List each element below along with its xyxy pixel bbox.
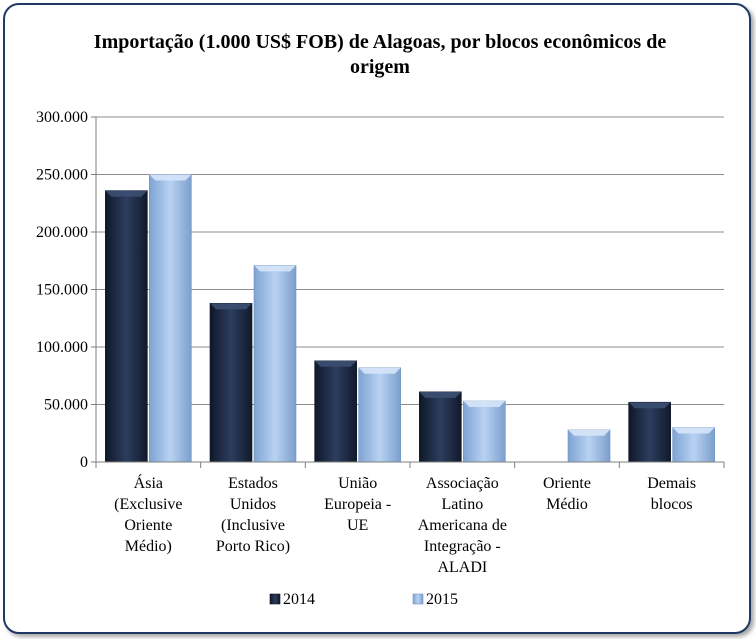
bar-bevel	[149, 174, 192, 181]
bar-bevel	[672, 427, 715, 434]
y-tick-label: 300.000	[36, 109, 88, 126]
y-tick-label: 200.000	[36, 224, 88, 241]
bar-2014	[628, 401, 671, 463]
y-tick-label: 100.000	[36, 339, 88, 356]
bar-bevel	[628, 402, 671, 409]
bar-2015	[253, 265, 297, 463]
bar-bevel	[568, 429, 610, 436]
y-tick-label: 50.000	[44, 397, 88, 414]
legend-label-2015: 2015	[426, 591, 458, 608]
y-tick-label: 250.000	[36, 167, 88, 184]
chart-title: Importação (1.000 US$ FOB) de Alagoas, p…	[93, 31, 667, 78]
x-category-label: Demais blocos	[647, 475, 696, 513]
x-category-label: União Europeia -UE	[324, 475, 391, 534]
bar-bevel	[254, 265, 296, 272]
x-category-label: Estados Unidos (Inclusive Porto Rico)	[216, 475, 290, 555]
bar-bevel	[463, 401, 506, 408]
x-category-label: Associação Latino Americana de Integração -…	[418, 475, 507, 576]
bar-2015	[358, 367, 401, 463]
bar-bevel	[105, 190, 148, 197]
bar-bevel	[314, 360, 357, 367]
bar-2014	[105, 190, 148, 463]
bar-2014	[209, 302, 253, 463]
bar-bevel	[358, 367, 401, 374]
y-tick-label: 0	[80, 454, 88, 471]
y-tick-label: 150.000	[36, 282, 88, 299]
x-category-label: Ásia (Exclusive Oriente Médio)	[114, 473, 182, 555]
bar-2014	[419, 391, 462, 463]
bar-2015	[463, 400, 506, 463]
legend-label-2014: 2014	[283, 591, 315, 608]
x-category-label: Oriente Médio	[543, 475, 591, 513]
bar-2015	[149, 174, 192, 463]
legend-swatch-2015	[412, 593, 424, 605]
bar-bevel	[419, 391, 462, 398]
legend-swatch-2014	[269, 593, 281, 605]
bar-2014	[314, 360, 357, 463]
bar-bevel	[210, 303, 252, 310]
